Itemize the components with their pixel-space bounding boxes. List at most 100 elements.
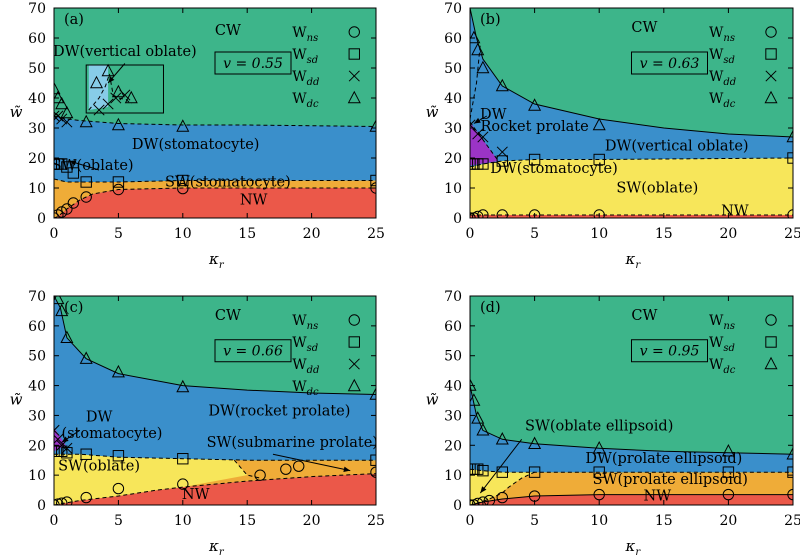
y-tick-label: 60 [28, 31, 46, 47]
x-tick-label: 25 [784, 513, 800, 529]
marker-dc [528, 436, 542, 449]
phase-boundary [470, 468, 793, 473]
y-tick-label: 70 [28, 289, 46, 305]
marker-dc [369, 387, 376, 400]
x-tick-label: 5 [530, 226, 539, 242]
region-label: SW(oblate) [58, 459, 140, 475]
marker-ns [348, 26, 360, 38]
arrow-head [480, 486, 487, 494]
series-ns [54, 182, 376, 218]
region-nw [54, 473, 376, 505]
region-label: (stomatocyte) [61, 426, 162, 442]
panel-label: (b) [480, 12, 501, 28]
y-tick-label: 30 [28, 408, 46, 424]
y-axis-label: w̃ [426, 391, 439, 409]
marker-dd [110, 92, 122, 104]
y-tick-label: 60 [444, 31, 462, 47]
marker-sd [54, 158, 60, 170]
marker-ns [80, 491, 92, 504]
plot-frame [469, 7, 794, 219]
region-label: SW(submarine prolate) [207, 435, 378, 451]
series-ns [470, 209, 793, 218]
panel-label: (c) [64, 300, 83, 316]
region-dw [470, 385, 793, 473]
y-tick-label: 40 [28, 379, 46, 395]
region-label: DW(vertical oblate) [605, 139, 749, 155]
series-sd [54, 445, 376, 466]
marker-ns [593, 209, 605, 218]
volume-label: v = 0.95 [640, 344, 700, 360]
panel-label: (d) [480, 300, 501, 316]
marker-dc [471, 42, 485, 56]
marker-dc [471, 411, 485, 424]
x-tick-label: 0 [50, 226, 59, 242]
region-sw [54, 454, 248, 505]
region-label: DW(vertical oblate) [53, 44, 197, 60]
marker-dd [61, 442, 73, 454]
y-tick-label: 50 [444, 349, 462, 365]
marker-ns [177, 478, 189, 490]
marker-ns [765, 26, 777, 38]
y-tick-label: 30 [28, 121, 46, 137]
marker-dd [56, 113, 68, 125]
marker-dc [176, 119, 190, 132]
marker-ns [483, 494, 496, 505]
y-tick-label: 70 [444, 289, 462, 305]
marker-ns [293, 460, 305, 472]
plot-frame [53, 295, 377, 506]
region-nw [54, 188, 376, 218]
marker-dc [470, 30, 481, 44]
marker-dc [369, 119, 376, 132]
marker-ns [496, 209, 508, 218]
region-label: NW [644, 489, 672, 505]
x-tick-label: 15 [238, 226, 256, 242]
marker-ns [112, 183, 125, 196]
marker-dc [470, 378, 477, 391]
marker-ns [61, 203, 73, 215]
x-axis-label: κr [208, 537, 225, 555]
marker-dc [764, 90, 778, 104]
region-label: CW [631, 20, 657, 36]
arrow-line [272, 453, 351, 472]
marker-dc [476, 60, 490, 74]
region-sw [470, 158, 793, 215]
volume-box [214, 51, 292, 75]
y-tick-label: 50 [444, 61, 462, 77]
x-tick-label: 5 [114, 226, 123, 242]
marker-ns [477, 496, 489, 505]
x-tick-label: 20 [719, 226, 737, 242]
y-axis-label: w̃ [426, 103, 439, 121]
marker-dc [592, 117, 606, 131]
marker-sd [593, 466, 605, 478]
y-tick-label: 20 [444, 151, 462, 167]
y-tick-label: 40 [28, 91, 46, 107]
marker-ns [472, 497, 484, 505]
x-tick-label: 20 [719, 513, 737, 529]
region-swo [470, 469, 793, 505]
phase-boundary [54, 187, 376, 218]
marker-dc [176, 379, 190, 393]
y-tick-label: 10 [444, 468, 462, 484]
y-tick-label: 70 [444, 1, 462, 17]
marker-sd [765, 48, 777, 60]
marker-dd [54, 424, 60, 436]
series-dd [54, 424, 73, 454]
marker-sd [496, 155, 509, 167]
y-tick-label: 20 [28, 438, 46, 454]
marker-ns [593, 488, 605, 501]
phase-boundary [54, 453, 376, 461]
x-tick-label: 10 [590, 513, 608, 529]
marker-dc [111, 117, 125, 131]
marker-dc [60, 105, 74, 119]
region-label: DW [86, 409, 113, 425]
marker-dc [111, 84, 125, 98]
region-nw [470, 494, 793, 505]
x-axis-label: κr [208, 250, 225, 271]
region-label: DW(prolate ellipsoid) [585, 451, 742, 467]
marker-dc [79, 351, 93, 364]
arrow-head [61, 436, 69, 443]
x-tick-label: 0 [466, 513, 475, 529]
legend-label-dd: Wdd [709, 69, 736, 88]
